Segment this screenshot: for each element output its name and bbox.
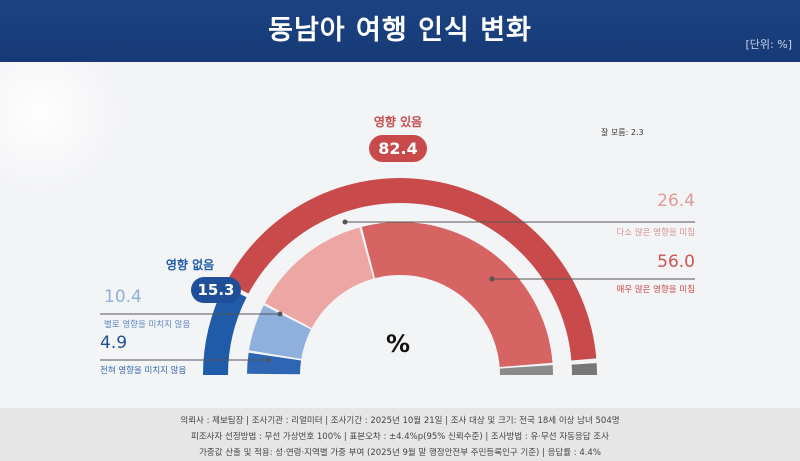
outer-ring-segment [571, 363, 597, 375]
survey-footer: 의뢰사 : 제보팀장 | 조사기관 : 리얼미터 | 조사기간 : 2025년 … [0, 408, 800, 461]
footer-line: 피조사자 선정방법 : 무선 가상번호 100% | 표본오차 : ±4.4%p… [191, 432, 609, 442]
inner-ring-segment [249, 305, 311, 359]
outer-ring-segment [226, 178, 597, 361]
semicircle-donut-chart: 영향 있음 82.4 영향 없음 15.3 잘 모름: 2.3 4.9 전혀 영향을 미치지… [0, 62, 696, 376]
inner-ring-segment [499, 365, 553, 375]
data-label: 15.3 [197, 281, 234, 299]
group-label: 영향 있음 [374, 114, 422, 129]
page-title: 동남아 여행 인식 변화 [268, 15, 532, 46]
pointer-dot [489, 276, 495, 282]
inner-ring-segment [247, 352, 302, 375]
data-label: 82.4 [378, 139, 417, 158]
center-unit-label: % [386, 330, 410, 358]
data-label: 4.9 [100, 333, 127, 353]
slice-label: 전혀 영향을 미치지 않음 [100, 365, 186, 376]
header-bar [0, 0, 800, 62]
data-label: 10.4 [104, 287, 142, 307]
slice-label: 매우 많은 영향을 미침 [617, 284, 696, 295]
value-badge [369, 135, 427, 162]
chart-area: 영향 있음 82.4 영향 없음 15.3 잘 모름: 2.3 4.9 전혀 영향을 미치지… [0, 62, 800, 400]
pointer-dot [342, 219, 348, 225]
data-label: 잘 모름: 2.3 [601, 128, 644, 137]
outer-ring-segment [203, 286, 247, 375]
footer-line: 의뢰사 : 제보팀장 | 조사기관 : 리얼미터 | 조사기간 : 2025년 … [180, 416, 620, 426]
data-label: 26.4 [657, 191, 695, 211]
group-label: 영향 없음 [166, 257, 214, 272]
slice-label: 다소 많은 영향을 미침 [617, 227, 696, 238]
background-decoration [0, 62, 120, 192]
pointer-dot [277, 311, 283, 317]
pointer-dot [265, 357, 271, 363]
inner-ring-segment [361, 222, 553, 367]
slice-label: 별로 영향을 미치지 않음 [104, 319, 190, 330]
unit-label: [단위: %] [745, 38, 792, 51]
data-label: 56.0 [657, 252, 695, 272]
footer-line: 가중값 산출 및 적용: 성·연령·지역별 가중 부여 (2025년 9월 말 … [199, 448, 601, 458]
inner-ring-segment [264, 227, 374, 329]
value-badge [191, 277, 241, 303]
